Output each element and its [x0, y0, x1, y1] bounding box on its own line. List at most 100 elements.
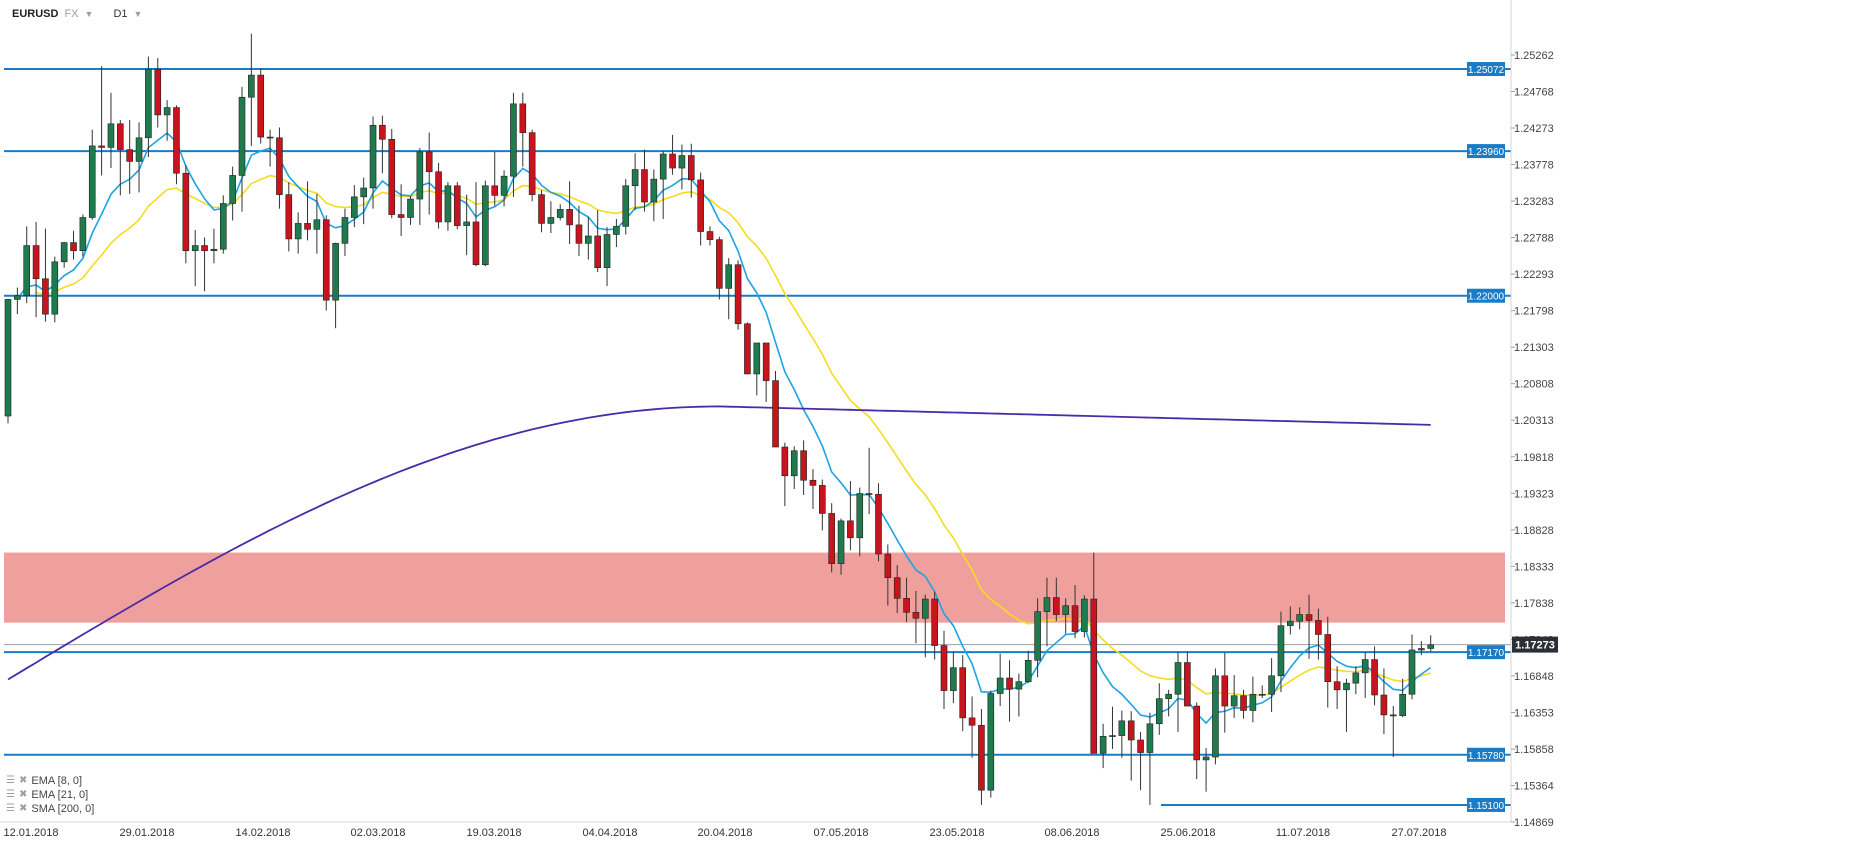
list-icon[interactable]: ☰: [6, 803, 15, 814]
candle-body: [1408, 649, 1416, 695]
candle-body: [744, 323, 751, 375]
candle-body: [510, 103, 517, 177]
bullish-candle: [210, 228, 218, 264]
legend-item-sma200[interactable]: ☰ ✖ SMA [200, 0]: [6, 802, 94, 816]
ema8-line: [16, 131, 1432, 725]
candle-body: [847, 520, 854, 539]
candle-body: [987, 693, 995, 791]
y-tick-label: 1.23778: [1514, 160, 1554, 172]
bullish-candle: [88, 129, 96, 220]
candle-body: [1427, 644, 1435, 649]
bearish-candle: [42, 228, 49, 322]
candle-body: [229, 175, 236, 204]
bullish-candle: [856, 487, 864, 557]
candle-body: [1287, 620, 1294, 626]
candle-body: [369, 124, 377, 189]
bullish-candle: [659, 151, 667, 219]
candle-body: [219, 203, 227, 250]
legend-item-ema21[interactable]: ☰ ✖ EMA [21, 0]: [6, 788, 94, 802]
bearish-candle: [847, 480, 854, 551]
close-icon[interactable]: ✖: [18, 789, 28, 800]
bearish-candle: [1053, 577, 1060, 622]
bearish-candle: [538, 190, 545, 233]
timeframe-dropdown-icon[interactable]: ▼: [133, 9, 143, 19]
candle-body: [903, 598, 910, 613]
candle-body: [145, 68, 152, 139]
bullish-candle: [921, 594, 929, 658]
legend-label: SMA [200, 0]: [31, 803, 95, 815]
bullish-candle: [1202, 748, 1210, 792]
level-price-badge: [1467, 144, 1505, 159]
candle-body: [1305, 614, 1313, 621]
bullish-candle: [1277, 611, 1285, 693]
legend-item-ema8[interactable]: ☰ ✖ EMA [8, 0]: [6, 774, 94, 788]
close-icon[interactable]: ✖: [18, 775, 28, 786]
bullish-candle: [1352, 666, 1360, 695]
candle-body: [32, 245, 40, 280]
candle-body: [547, 217, 555, 224]
candle-body: [1043, 597, 1051, 612]
bullish-candle: [248, 33, 255, 146]
candle-body: [753, 342, 761, 375]
candle-body: [201, 245, 208, 252]
market-dropdown-icon[interactable]: ▼: [84, 9, 94, 19]
y-tick-label: 1.21798: [1514, 306, 1554, 318]
candle-body: [650, 178, 658, 203]
bullish-candle: [556, 204, 564, 221]
candle-body: [772, 380, 779, 448]
candle-body: [276, 137, 283, 195]
candle-body: [1249, 693, 1257, 711]
candle-body: [1109, 735, 1116, 737]
bearish-candle: [266, 129, 274, 167]
candle-body: [1221, 675, 1229, 707]
market-label[interactable]: FX: [64, 8, 79, 20]
list-icon[interactable]: ☰: [6, 775, 15, 786]
bearish-candle: [781, 442, 789, 507]
bearish-candle: [1240, 689, 1247, 719]
bullish-candle: [678, 144, 686, 190]
candle-body: [556, 209, 564, 218]
bearish-candle: [397, 184, 405, 236]
bearish-candle: [1315, 608, 1322, 660]
bullish-candle: [650, 169, 658, 222]
symbol-label[interactable]: EURUSD: [12, 8, 59, 20]
bullish-candle: [585, 216, 592, 260]
candle-body: [304, 223, 311, 230]
bearish-candle: [528, 129, 536, 202]
bearish-candle: [940, 630, 948, 710]
bullish-candle: [547, 201, 555, 234]
bearish-candle: [931, 591, 938, 660]
candle-body: [725, 264, 733, 289]
candle-body: [1371, 659, 1378, 696]
candle-body: [641, 169, 648, 203]
candle-body: [978, 724, 985, 791]
sma200-line: [7, 405, 1431, 681]
y-tick-label: 1.24768: [1514, 86, 1554, 98]
bearish-candle: [706, 226, 714, 246]
timeframe-label[interactable]: D1: [113, 8, 128, 20]
list-icon[interactable]: ☰: [6, 789, 15, 800]
candle-body: [463, 221, 470, 226]
bearish-candle: [1371, 646, 1378, 706]
bullish-candle: [60, 241, 68, 268]
bearish-candle: [1006, 660, 1013, 722]
bearish-candle: [1221, 652, 1229, 733]
bullish-candle: [1034, 598, 1041, 678]
bullish-candle: [1258, 685, 1266, 698]
candle-body: [659, 153, 667, 180]
level-price-badge: [1467, 797, 1505, 812]
candle-body: [266, 136, 274, 139]
candle-body: [407, 198, 414, 218]
candle-body: [191, 245, 199, 252]
level-price-label: 1.15100: [1468, 801, 1505, 812]
candle-body: [1389, 714, 1397, 717]
candle-body: [996, 677, 1004, 694]
candle-body: [631, 169, 639, 187]
bearish-candle: [304, 181, 311, 241]
bullish-candle: [500, 170, 508, 207]
close-icon[interactable]: ✖: [18, 803, 28, 814]
candle-body: [716, 239, 723, 289]
candle-body: [1380, 694, 1388, 716]
bullish-candle: [996, 653, 1004, 707]
